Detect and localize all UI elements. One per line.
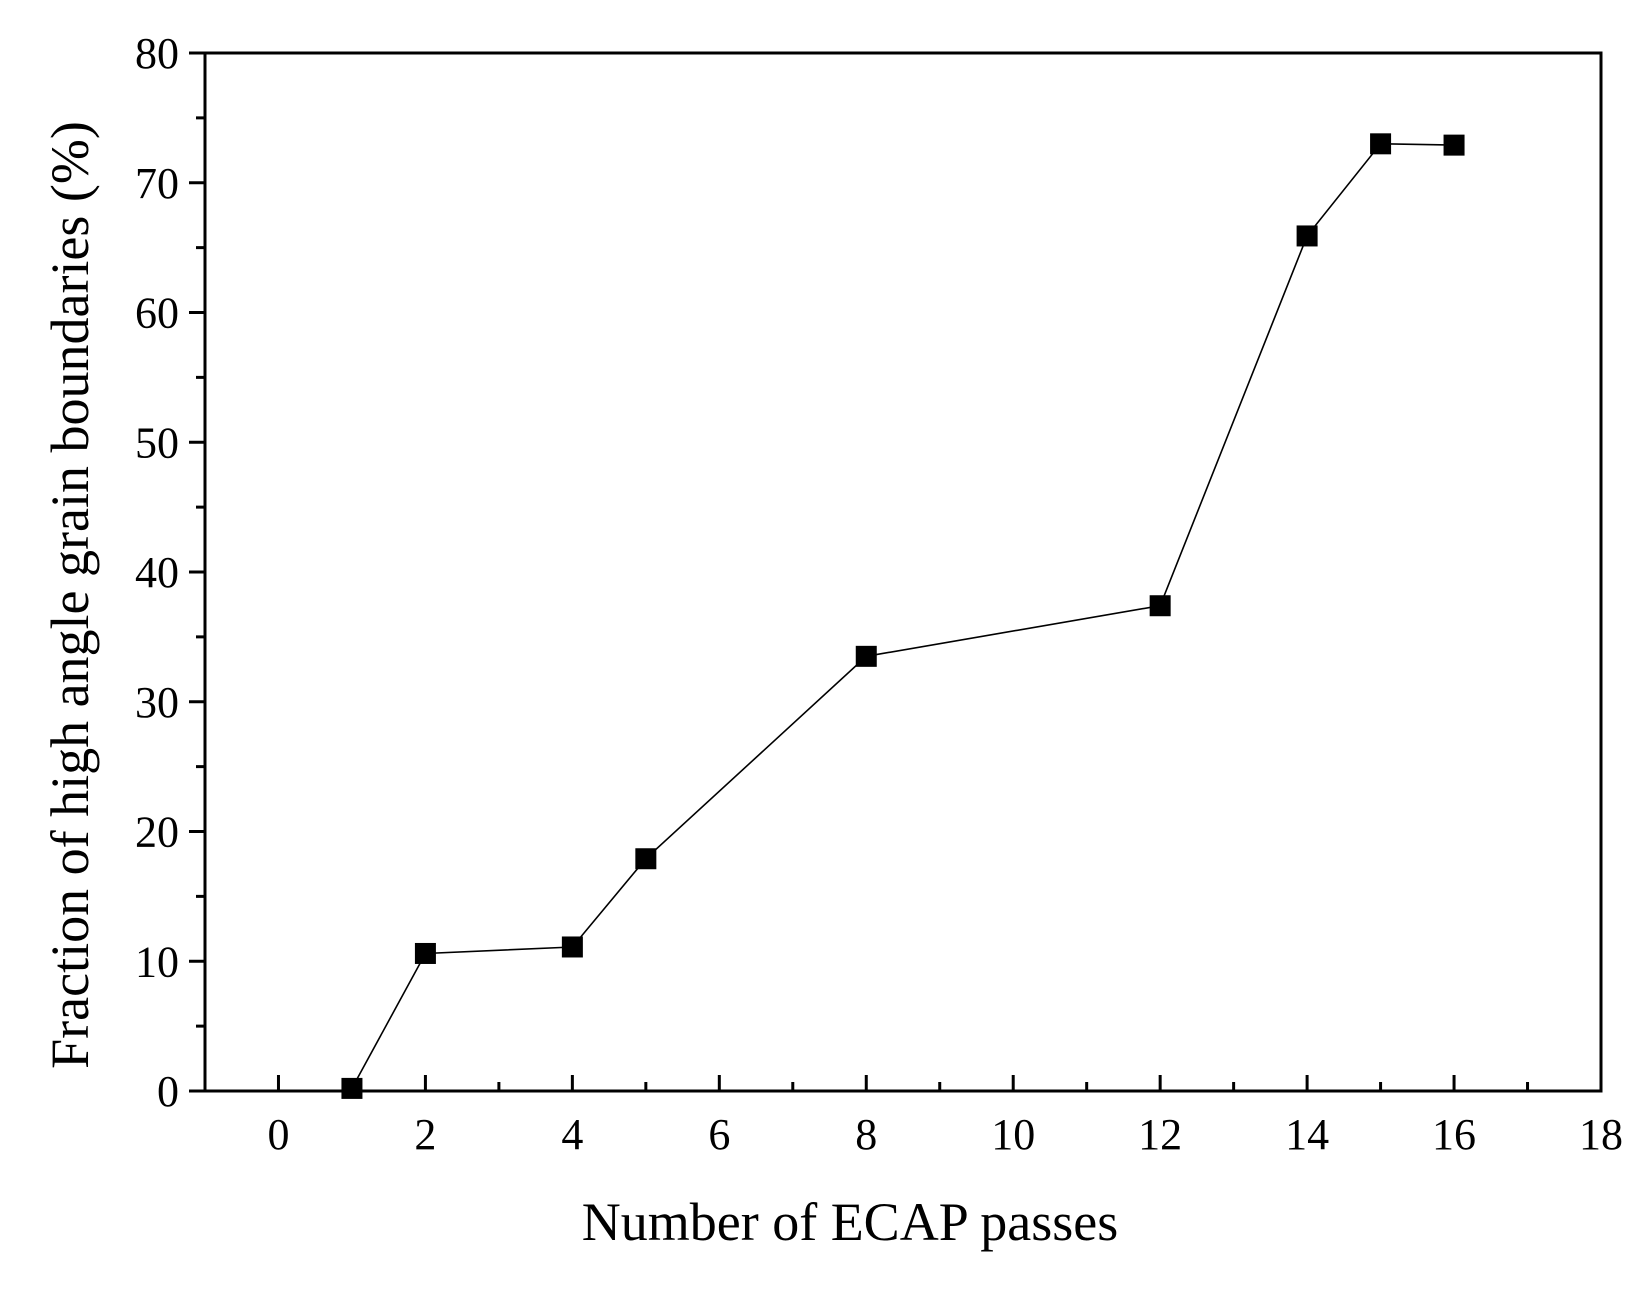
data-point: [414, 942, 436, 964]
x-tick-label: 18: [1579, 1110, 1623, 1159]
y-tick-label: 30: [135, 678, 179, 727]
x-tick-label: 6: [708, 1110, 730, 1159]
y-tick-label: 40: [135, 548, 179, 597]
y-tick-label: 80: [135, 29, 179, 78]
data-point: [1443, 134, 1465, 156]
data-point: [855, 645, 877, 667]
data-point: [1149, 595, 1171, 617]
x-axis-label: Number of ECAP passes: [582, 1192, 1118, 1252]
series-line: [351, 142, 1455, 1089]
x-tick-label: 0: [267, 1110, 289, 1159]
y-axis-label: Fraction of high angle grain boundaries …: [40, 121, 100, 1069]
y-tick-label: 50: [135, 418, 179, 467]
plot-frame: [203, 51, 1603, 1093]
data-point: [341, 1077, 363, 1099]
x-tick-label: 14: [1285, 1110, 1329, 1159]
data-point: [561, 936, 583, 958]
data-point: [635, 848, 657, 870]
y-tick-label: 60: [135, 289, 179, 338]
y-tick-label: 20: [135, 808, 179, 857]
data-point: [1296, 225, 1318, 247]
y-tick-label: 70: [135, 159, 179, 208]
x-tick-label: 4: [561, 1110, 583, 1159]
x-tick-label: 10: [991, 1110, 1035, 1159]
x-tick-label: 8: [855, 1110, 877, 1159]
x-tick-label: 16: [1432, 1110, 1476, 1159]
x-tick-label: 12: [1138, 1110, 1182, 1159]
data-point: [1370, 133, 1392, 155]
x-tick-label: 2: [414, 1110, 436, 1159]
y-tick-label: 10: [135, 937, 179, 986]
y-tick-label: 0: [157, 1067, 179, 1116]
